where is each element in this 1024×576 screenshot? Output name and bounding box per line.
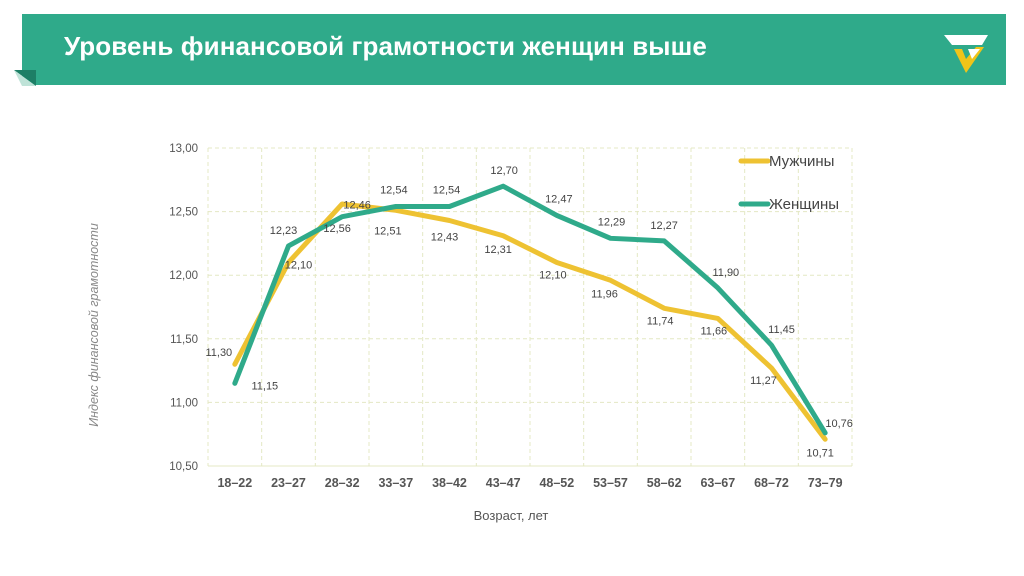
legend-label-women: Женщины [769,196,839,213]
data-label-women: 11,90 [712,267,739,279]
data-label-women: 12,23 [270,225,298,237]
x-tick-label: 68–72 [754,476,789,490]
y-tick-label: 10,50 [169,461,198,473]
data-label-men: 12,31 [484,244,512,256]
grid [207,147,853,467]
data-label-women: 12,54 [380,185,408,197]
data-labels: 11,30 12,10 12,56 12,51 12,43 12,31 12,10 11,96… [205,165,852,459]
x-tick-label: 58–62 [647,476,682,490]
y-axis-title: Индекс финансовой грамотности [87,223,101,427]
y-tick-label: 11,00 [170,397,198,409]
data-label-women: 11,45 [768,324,795,336]
x-tick-label: 43–47 [486,476,521,490]
data-label-women: 11,15 [251,380,278,392]
y-tick-label: 13,00 [169,143,198,155]
data-label-women: 12,29 [598,216,626,228]
legend-label-men: Мужчины [769,153,834,170]
series-line-men [232,201,828,442]
data-label-women: 12,27 [650,220,678,232]
data-label-women: 12,70 [490,165,518,177]
data-label-women: 12,54 [433,185,461,197]
data-label-men: 11,66 [700,325,727,337]
legend: Мужчины Женщины [738,153,839,213]
data-label-men: 12,43 [431,232,459,244]
data-label-women: 12,46 [343,200,371,212]
series-lines [232,183,828,442]
x-tick-label: 53–57 [593,476,628,490]
data-label-men: 12,56 [323,223,351,235]
x-tick-label: 18–22 [217,476,252,490]
data-label-men: 10,71 [806,447,834,459]
header-banner [22,14,1006,85]
series-line-women [232,183,828,436]
x-tick-label: 73–79 [808,476,843,490]
data-label-men: 12,10 [285,259,313,271]
x-tick-label: 33–37 [378,476,413,490]
data-label-men: 11,30 [205,347,232,359]
y-tick-label: 11,50 [170,334,198,346]
banner-fold-decoration [14,70,36,86]
x-tick-label: 63–67 [700,476,735,490]
data-label-men: 11,96 [591,288,618,300]
data-label-women: 10,76 [825,418,853,430]
y-axis-ticks: 10,50 11,00 11,50 12,00 12,50 13,00 [169,143,198,473]
y-tick-label: 12,00 [169,270,198,282]
x-tick-label: 48–52 [539,476,574,490]
data-label-men: 11,74 [647,315,674,327]
y-tick-label: 12,50 [169,207,198,219]
page-title: Уровень финансовой грамотности женщин вы… [64,31,707,61]
x-tick-label: 38–42 [432,476,467,490]
x-tick-label: 23–27 [271,476,306,490]
x-axis-ticks: 18–22 23–27 28–32 33–37 38–42 43–47 48–52 53–57… [217,476,842,490]
data-label-men: 12,10 [539,269,567,281]
data-label-women: 12,47 [545,193,573,205]
x-axis-title: Возраст, лет [474,508,549,523]
data-label-men: 12,51 [374,225,402,237]
data-label-men: 11,27 [750,375,777,387]
checkmark-logo-icon [944,35,988,73]
x-tick-label: 28–32 [325,476,360,490]
